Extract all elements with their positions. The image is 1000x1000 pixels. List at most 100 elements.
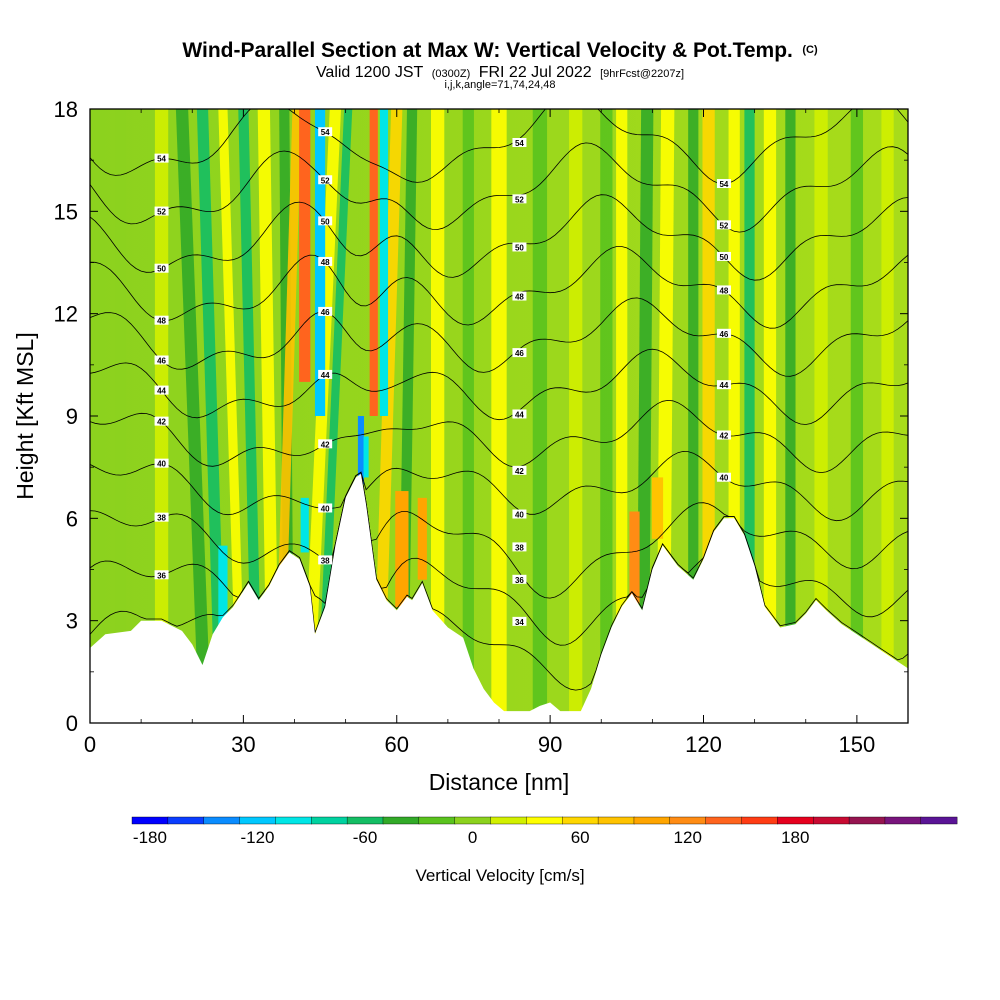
isentrope-label: 44	[321, 371, 330, 380]
colorbar-tick-label: 0	[468, 828, 477, 847]
isentrope-label: 40	[321, 504, 330, 513]
velocity-band	[785, 109, 796, 723]
isentrope-line	[90, 246, 908, 329]
isentrope-label: 46	[321, 308, 330, 317]
colorbar-swatch	[813, 816, 850, 825]
y-tick-label: 0	[66, 711, 78, 736]
svg-text:Valid 1200 JST (0300Z): Valid 1200 JST (0300Z) FRI 22 Jul 2022 […	[316, 64, 684, 81]
colorbar-swatch	[239, 816, 277, 825]
velocity-band	[491, 109, 507, 723]
isentrope-label: 54	[321, 128, 330, 137]
velocity-cell	[369, 109, 378, 416]
colorbar-tick-label: -120	[240, 828, 274, 847]
velocity-cell	[357, 416, 365, 485]
isentrope-label: 54	[719, 180, 728, 189]
isentrope-label-bg	[318, 256, 333, 266]
isentrope-label: 42	[719, 431, 728, 440]
isentrope-label: 38	[515, 543, 524, 552]
isentrope-line	[90, 399, 908, 474]
title-block: Wind-Parallel Section at Max W: Vertical…	[182, 39, 818, 91]
velocity-band	[814, 109, 828, 723]
isentrope-label: 36	[157, 571, 166, 580]
colorbar-swatch	[633, 816, 671, 825]
isentrope-label: 50	[321, 217, 330, 226]
velocity-band	[569, 109, 583, 723]
y-tick-label: 3	[66, 609, 78, 634]
y-tick-label: 18	[54, 97, 78, 122]
colorbar-swatch	[131, 816, 169, 825]
colorbar-swatch	[884, 816, 922, 825]
velocity-cell	[379, 109, 389, 416]
velocity-cell	[218, 545, 228, 631]
isentrope-label-bg	[154, 315, 169, 325]
isentrope-label-bg	[512, 616, 527, 626]
isentrope-label-bg	[154, 385, 169, 395]
isentrope-label-bg	[318, 127, 333, 137]
isentrope-label-bg	[512, 348, 527, 358]
isentrope-label: 52	[157, 208, 166, 217]
isentrope-label-bg	[318, 503, 333, 513]
y-tick-label: 12	[54, 302, 78, 327]
colorbar-tick-label: -60	[353, 828, 378, 847]
isentrope-label: 42	[515, 467, 524, 476]
valid-time: Valid 1200 JST	[316, 64, 424, 81]
velocity-band	[688, 109, 699, 723]
colorbar-swatch	[203, 816, 241, 825]
isentrope-label: 54	[157, 155, 166, 164]
velocity-band	[763, 109, 777, 723]
colorbar-tick-label: 60	[571, 828, 590, 847]
colorbar-swatch	[454, 816, 492, 825]
isentrope-label-bg	[716, 328, 731, 338]
x-tick-label: 30	[231, 732, 255, 757]
velocity-band	[600, 109, 613, 723]
velocity-cell	[363, 436, 369, 478]
colorbar-swatch	[597, 816, 635, 825]
colorbar-swatch	[705, 816, 743, 825]
isentrope-label: 52	[515, 195, 524, 204]
isentrope-label-bg	[154, 263, 169, 273]
isentrope-label-bg	[512, 194, 527, 204]
valid-date: FRI 22 Jul 2022	[479, 64, 592, 81]
isentrope-label-bg	[154, 416, 169, 426]
colorbar-swatch	[490, 816, 528, 825]
colorbar-tick-label: -180	[133, 828, 167, 847]
isentrope-label: 38	[157, 514, 166, 523]
x-tick-label: 0	[84, 732, 96, 757]
isentrope-label-bg	[716, 285, 731, 295]
isentrope-label: 34	[515, 618, 524, 627]
y-axis-title: Height [Kft MSL]	[12, 332, 38, 499]
velocity-band	[115, 109, 126, 723]
isentrope-label-bg	[716, 179, 731, 189]
isentrope-label: 36	[515, 576, 524, 585]
colorbar-title: Vertical Velocity [cm/s]	[415, 866, 584, 885]
isentrope-label-bg	[318, 175, 333, 185]
isentrope-label-bg	[154, 206, 169, 216]
velocity-cell	[395, 491, 409, 608]
isentrope-label-bg	[512, 542, 527, 552]
isentrope-label-bg	[512, 138, 527, 148]
plot-frame	[89, 108, 909, 724]
colorbar-ticks: -180 -120 -60 0 60 120 180	[133, 828, 810, 847]
isentrope-line	[90, 471, 908, 599]
isentrope-label-bg	[716, 380, 731, 390]
isentrope-label-bg	[154, 153, 169, 163]
colorbar: -180 -120 -60 0 60 120 180 Vertical Velocity […	[131, 816, 958, 885]
colorbar-swatch	[777, 816, 814, 825]
isentrope-label: 46	[515, 349, 524, 358]
isentrope-line	[90, 142, 908, 233]
colorbar-swatch	[346, 816, 384, 825]
colorbar-tick-label: 120	[674, 828, 702, 847]
velocity-band	[316, 109, 353, 723]
isentrope-label: 42	[321, 440, 330, 449]
colorbar-swatch	[669, 816, 707, 825]
isentrope-line	[90, 471, 908, 646]
isentrope-label-bg	[154, 355, 169, 365]
velocity-cell	[651, 477, 664, 539]
isentrope-label-bg	[512, 574, 527, 584]
isentrope-label-bg	[154, 458, 169, 468]
velocity-cell	[299, 109, 311, 382]
x-axis-title: Distance [nm]	[429, 769, 570, 795]
colorbar-swatch	[167, 816, 205, 825]
isentrope-label: 40	[515, 511, 524, 520]
isentrope-line	[90, 297, 908, 377]
